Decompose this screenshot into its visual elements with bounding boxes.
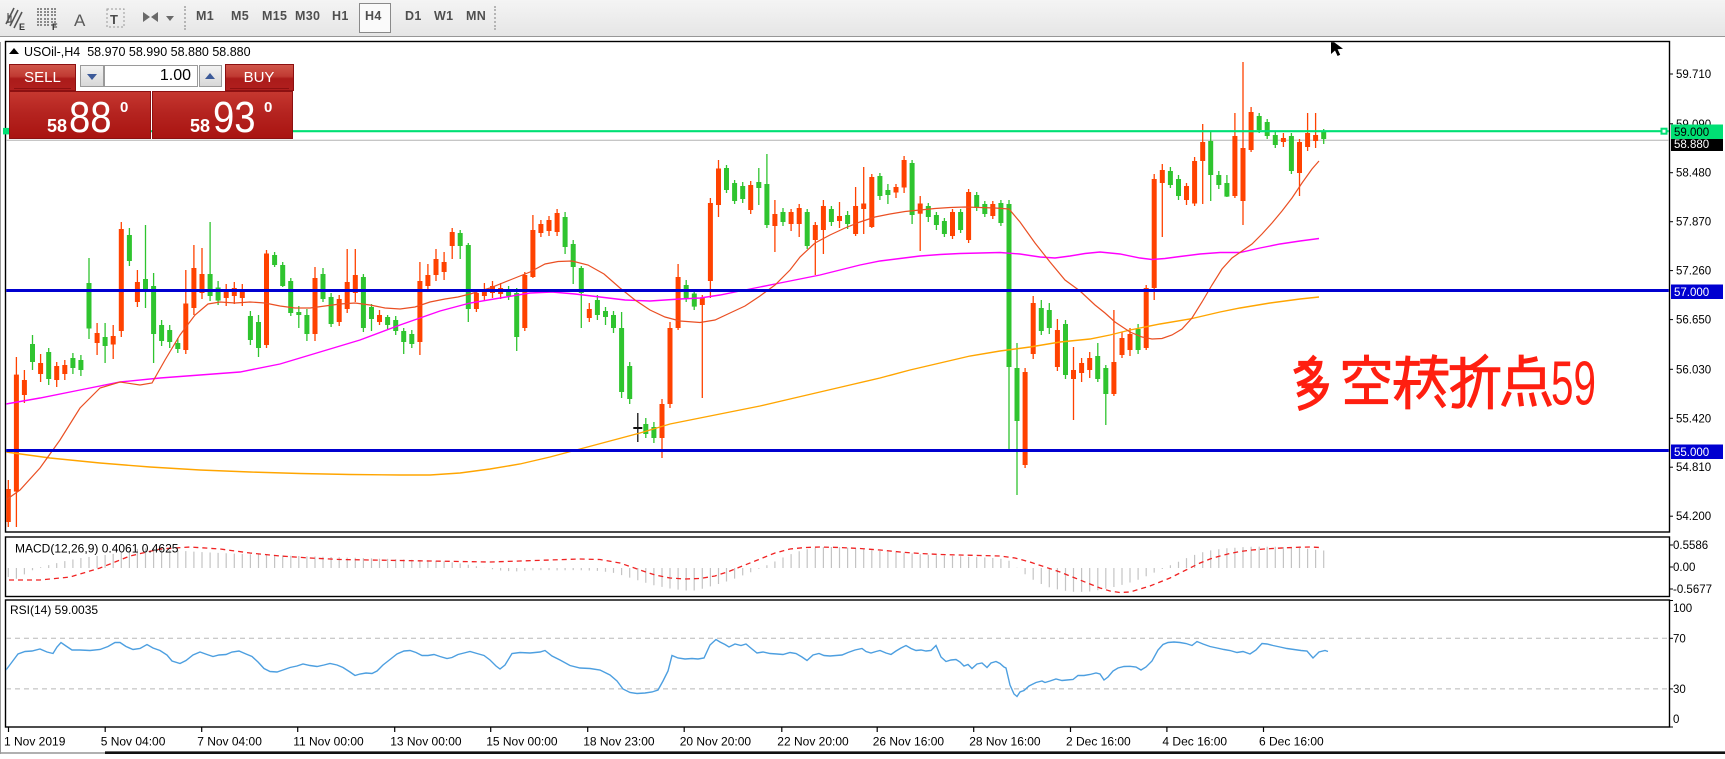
- svg-text:59: 59: [1551, 350, 1596, 419]
- svg-text:0.00: 0.00: [1673, 562, 1695, 574]
- svg-text:1 Nov 2019: 1 Nov 2019: [4, 735, 66, 749]
- svg-text:2 Dec 16:00: 2 Dec 16:00: [1066, 735, 1131, 749]
- svg-text:0.5586: 0.5586: [1673, 540, 1708, 552]
- svg-text:11 Nov 00:00: 11 Nov 00:00: [293, 735, 364, 749]
- svg-text:RSI(14) 59.0035: RSI(14) 59.0035: [10, 603, 98, 617]
- svg-text:54.810: 54.810: [1676, 462, 1711, 474]
- svg-text:-0.5677: -0.5677: [1673, 584, 1712, 596]
- svg-text:70: 70: [1673, 633, 1686, 645]
- svg-text:57.000: 57.000: [1674, 287, 1709, 299]
- svg-text:5 Nov 04:00: 5 Nov 04:00: [101, 735, 166, 749]
- svg-text:15 Nov 00:00: 15 Nov 00:00: [486, 735, 558, 749]
- svg-text:55.000: 55.000: [1674, 447, 1709, 459]
- svg-text:F: F: [52, 22, 58, 32]
- svg-text:6 Dec 16:00: 6 Dec 16:00: [1259, 735, 1324, 749]
- svg-text:E: E: [19, 22, 25, 32]
- svg-text:56.650: 56.650: [1676, 315, 1711, 327]
- svg-text:26 Nov 16:00: 26 Nov 16:00: [873, 735, 945, 749]
- svg-text:T: T: [110, 12, 118, 27]
- svg-text:13 Nov 00:00: 13 Nov 00:00: [390, 735, 462, 749]
- svg-text:59.710: 59.710: [1676, 69, 1711, 81]
- svg-text:59.000: 59.000: [1674, 127, 1709, 139]
- svg-text:58.880: 58.880: [1674, 139, 1709, 151]
- svg-text:18 Nov 23:00: 18 Nov 23:00: [583, 735, 655, 749]
- svg-text:57.260: 57.260: [1676, 266, 1711, 278]
- svg-text:55.420: 55.420: [1676, 413, 1711, 425]
- svg-text:MACD(12,26,9) 0.4061 0.4625: MACD(12,26,9) 0.4061 0.4625: [15, 542, 179, 556]
- svg-text:0: 0: [1673, 714, 1679, 726]
- svg-text:30: 30: [1673, 684, 1686, 696]
- svg-text:22 Nov 20:00: 22 Nov 20:00: [777, 735, 849, 749]
- svg-text:7 Nov 04:00: 7 Nov 04:00: [197, 735, 262, 749]
- svg-text:56.030: 56.030: [1676, 364, 1711, 376]
- svg-text:USOil-,H4 58.970 58.990 58.88: USOil-,H4 58.970 58.990 58.880 58.880: [24, 45, 251, 59]
- svg-text:57.870: 57.870: [1676, 217, 1711, 229]
- svg-text:20 Nov 20:00: 20 Nov 20:00: [680, 735, 752, 749]
- svg-text:100: 100: [1673, 603, 1692, 615]
- svg-text:54.200: 54.200: [1676, 511, 1711, 523]
- svg-text:28 Nov 16:00: 28 Nov 16:00: [969, 735, 1041, 749]
- svg-text:58.480: 58.480: [1676, 168, 1711, 180]
- svg-text:4 Dec 16:00: 4 Dec 16:00: [1162, 735, 1227, 749]
- svg-text:A: A: [74, 11, 86, 30]
